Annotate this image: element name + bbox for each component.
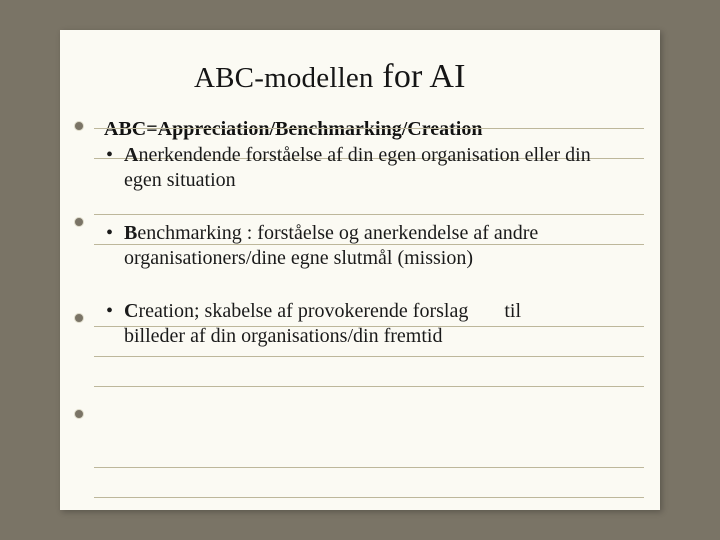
bullet-til: til (504, 300, 521, 322)
bullet-item: Anerkendende forståelse af din egen orga… (104, 143, 624, 193)
bullet-text: enchmarking : forståelse og anerkendelse… (124, 222, 538, 269)
bullet-lead: C (124, 300, 138, 322)
slide-paper: ABC-modellen for AI ABC=Appreciation/Ben… (60, 30, 660, 510)
title-part1: ABC-modellen (194, 62, 374, 94)
bullet-lead: B (124, 222, 137, 244)
slide-title: ABC-modellen for AI (194, 58, 624, 96)
rule-line (94, 467, 644, 468)
bullet-item: Creation; skabelse af provokerende forsl… (104, 299, 624, 349)
rule-line (94, 128, 644, 129)
rule-line (94, 497, 644, 498)
bullet-text: nerkendende forståelse af din egen organ… (124, 144, 591, 191)
title-part2: for AI (374, 58, 466, 95)
bullet-item: Benchmarking : forståelse og anerkendels… (104, 221, 624, 271)
paper-holes (74, 30, 88, 510)
subtitle: ABC=Appreciation/Benchmarking/Creation (104, 118, 624, 141)
bullet-text-a: reation; skabelse af provokerende forsla… (138, 300, 468, 322)
rule-line (94, 214, 644, 215)
bullet-text-b: billeder af din organisations/din fremti… (124, 325, 442, 347)
bullet-list: Anerkendende forståelse af din egen orga… (104, 143, 624, 349)
rule-line (94, 386, 644, 387)
bullet-lead: A (124, 144, 138, 166)
rule-line (94, 356, 644, 357)
